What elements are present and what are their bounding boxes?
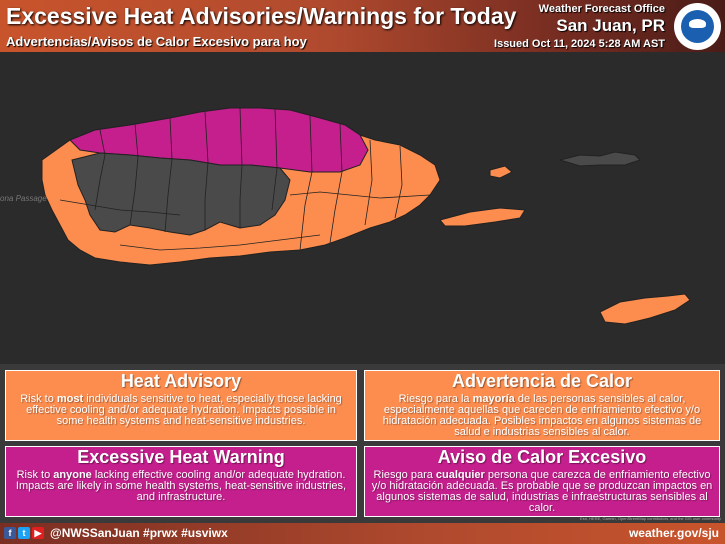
st-thomas-island	[558, 151, 641, 167]
water-label: ona Passage	[0, 194, 47, 203]
heat-advisory-box: Heat Advisory Risk to most individuals s…	[5, 370, 357, 441]
map-credit: Esri, HERE, Garmin, OpenStreetMap contri…	[580, 516, 721, 521]
aviso-desc: Riesgo para cualquier persona que carezc…	[371, 469, 713, 514]
excessive-warning-title: Excessive Heat Warning	[77, 447, 285, 467]
advertencia-title: Advertencia de Calor	[451, 371, 633, 391]
advertencia-desc: Riesgo para la mayoría de las personas s…	[382, 393, 702, 438]
facebook-icon[interactable]: f	[4, 527, 16, 539]
map-area: ona Passage	[0, 52, 725, 364]
footer-bar: f t ▶ @NWSSanJuan #prwx #usviwx weather.…	[0, 523, 725, 544]
vieques-island	[439, 207, 526, 227]
excessive-warning-box: Excessive Heat Warning Risk to anyone la…	[5, 446, 357, 517]
map-svg	[41, 107, 691, 325]
st-croix-island	[599, 293, 691, 325]
excessive-warning-desc: Risk to anyone lacking effective cooling…	[15, 469, 347, 503]
noaa-nws-logo-icon	[674, 3, 721, 50]
heat-advisory-title: Heat Advisory	[120, 371, 242, 391]
aviso-box: Aviso de Calor Excesivo Riesgo para cual…	[364, 446, 720, 517]
office-city: San Juan, PR	[556, 16, 665, 35]
aviso-title: Aviso de Calor Excesivo	[437, 447, 647, 467]
municipality-borders	[59, 107, 431, 251]
issued-time: Issued Oct 11, 2024 5:28 AM AST	[494, 38, 665, 50]
social-icons: f t ▶	[4, 527, 44, 539]
pr-no-product-region	[71, 152, 291, 236]
page-title: Excessive Heat Advisories/Warnings for T…	[6, 3, 517, 29]
heat-advisory-desc: Risk to most individuals sensitive to he…	[20, 393, 342, 427]
social-handle[interactable]: @NWSSanJuan #prwx #usviwx	[50, 526, 228, 540]
header-banner: Excessive Heat Advisories/Warnings for T…	[0, 0, 725, 52]
office-info: Weather Forecast Office San Juan, PR Iss…	[494, 3, 665, 50]
office-label: Weather Forecast Office	[538, 3, 665, 15]
youtube-icon[interactable]: ▶	[32, 527, 44, 539]
twitter-icon[interactable]: t	[18, 527, 30, 539]
page-subtitle: Advertencias/Avisos de Calor Excesivo pa…	[6, 34, 307, 49]
culebra-island	[489, 165, 513, 179]
website-link[interactable]: weather.gov/sju	[628, 526, 719, 540]
advertencia-box: Advertencia de Calor Riesgo para la mayo…	[364, 370, 720, 441]
legend-panel: Heat Advisory Risk to most individuals s…	[0, 364, 725, 523]
